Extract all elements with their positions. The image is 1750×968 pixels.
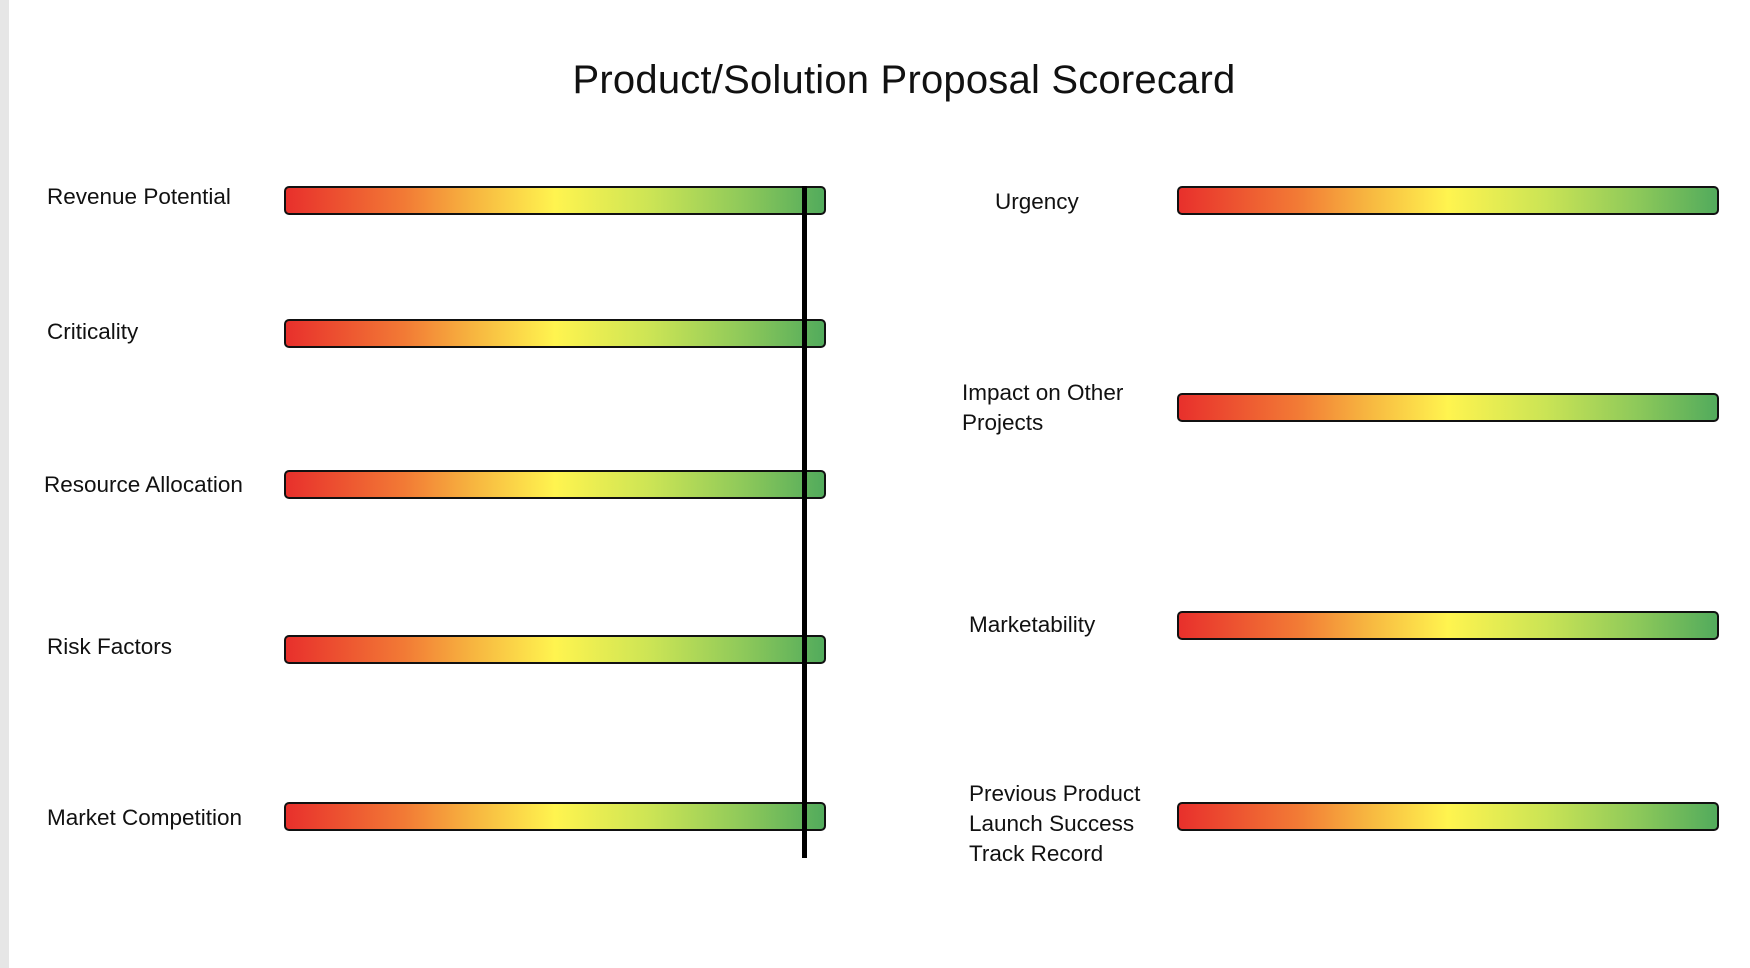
page-title: Product/Solution Proposal Scorecard [572, 58, 1236, 102]
label-market-competition: Market Competition [47, 805, 243, 830]
score-bar-resource-allocation[interactable] [284, 470, 826, 499]
label-urgency: Urgency [995, 189, 1079, 214]
score-bar-impact-on-other-projects[interactable] [1177, 393, 1719, 422]
score-bar-previous-product-launch-success[interactable] [1177, 802, 1719, 831]
label-revenue-potential: Revenue Potential [47, 184, 231, 209]
label-resource-allocation: Resource Allocation [44, 472, 243, 497]
score-bar-marketability[interactable] [1177, 611, 1719, 640]
label-line: Impact on Other [962, 380, 1124, 405]
score-bar-criticality[interactable] [284, 319, 826, 348]
label-line: Projects [962, 410, 1044, 435]
window-left-edge [0, 0, 9, 968]
label-line: Previous Product [969, 781, 1141, 806]
label-previous-product-launch-success-track-record: Previous Product Launch Success Track Re… [969, 779, 1140, 869]
score-bar-urgency[interactable] [1177, 186, 1719, 215]
label-marketability: Marketability [969, 612, 1096, 637]
score-bar-revenue-potential[interactable] [284, 186, 826, 215]
label-line: Launch Success [969, 811, 1135, 836]
score-bar-risk-factors[interactable] [284, 635, 826, 664]
label-risk-factors: Risk Factors [47, 634, 173, 659]
label-criticality: Criticality [47, 319, 139, 344]
score-bar-market-competition[interactable] [284, 802, 826, 831]
label-line: Track Record [969, 841, 1104, 866]
column-divider [802, 186, 807, 858]
label-impact-on-other-projects: Impact on Other Projects [962, 378, 1123, 438]
